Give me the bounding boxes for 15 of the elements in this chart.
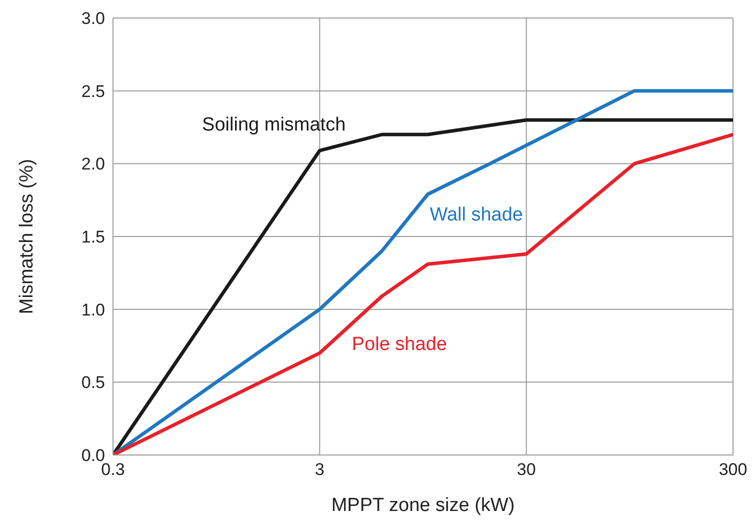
x-tick-label: 3: [314, 460, 324, 480]
y-tick-label: 2.5: [81, 82, 105, 101]
series-label: Soiling mismatch: [202, 114, 346, 136]
y-tick-label: 0.5: [81, 373, 105, 392]
y-tick-label: 3.0: [81, 9, 105, 28]
y-axis-title: Mismatch loss (%): [16, 158, 38, 314]
x-tick-label: 0.3: [101, 460, 125, 480]
series-label: Pole shade: [352, 334, 447, 356]
x-tick-label: 30: [516, 460, 536, 480]
y-tick-label: 1.0: [81, 300, 105, 320]
y-tick-label: 2.0: [81, 154, 105, 174]
series-label: Wall shade: [430, 204, 524, 226]
y-tick-label: 1.5: [81, 228, 105, 247]
x-axis-title: MPPT zone size (kW): [331, 495, 515, 516]
x-tick-label: 300: [718, 460, 748, 480]
